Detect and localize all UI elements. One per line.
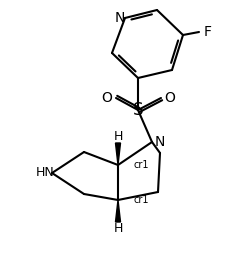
Text: N: N — [155, 135, 165, 149]
Text: cr1: cr1 — [134, 160, 150, 170]
Text: O: O — [102, 91, 112, 105]
Text: S: S — [133, 101, 143, 119]
Text: F: F — [204, 25, 212, 39]
Text: H: H — [113, 222, 123, 236]
Text: H: H — [113, 130, 123, 142]
Text: N: N — [115, 11, 125, 25]
Polygon shape — [115, 143, 120, 165]
Text: O: O — [165, 91, 175, 105]
Polygon shape — [115, 200, 120, 222]
Text: HN: HN — [36, 166, 54, 180]
Text: cr1: cr1 — [134, 195, 150, 205]
